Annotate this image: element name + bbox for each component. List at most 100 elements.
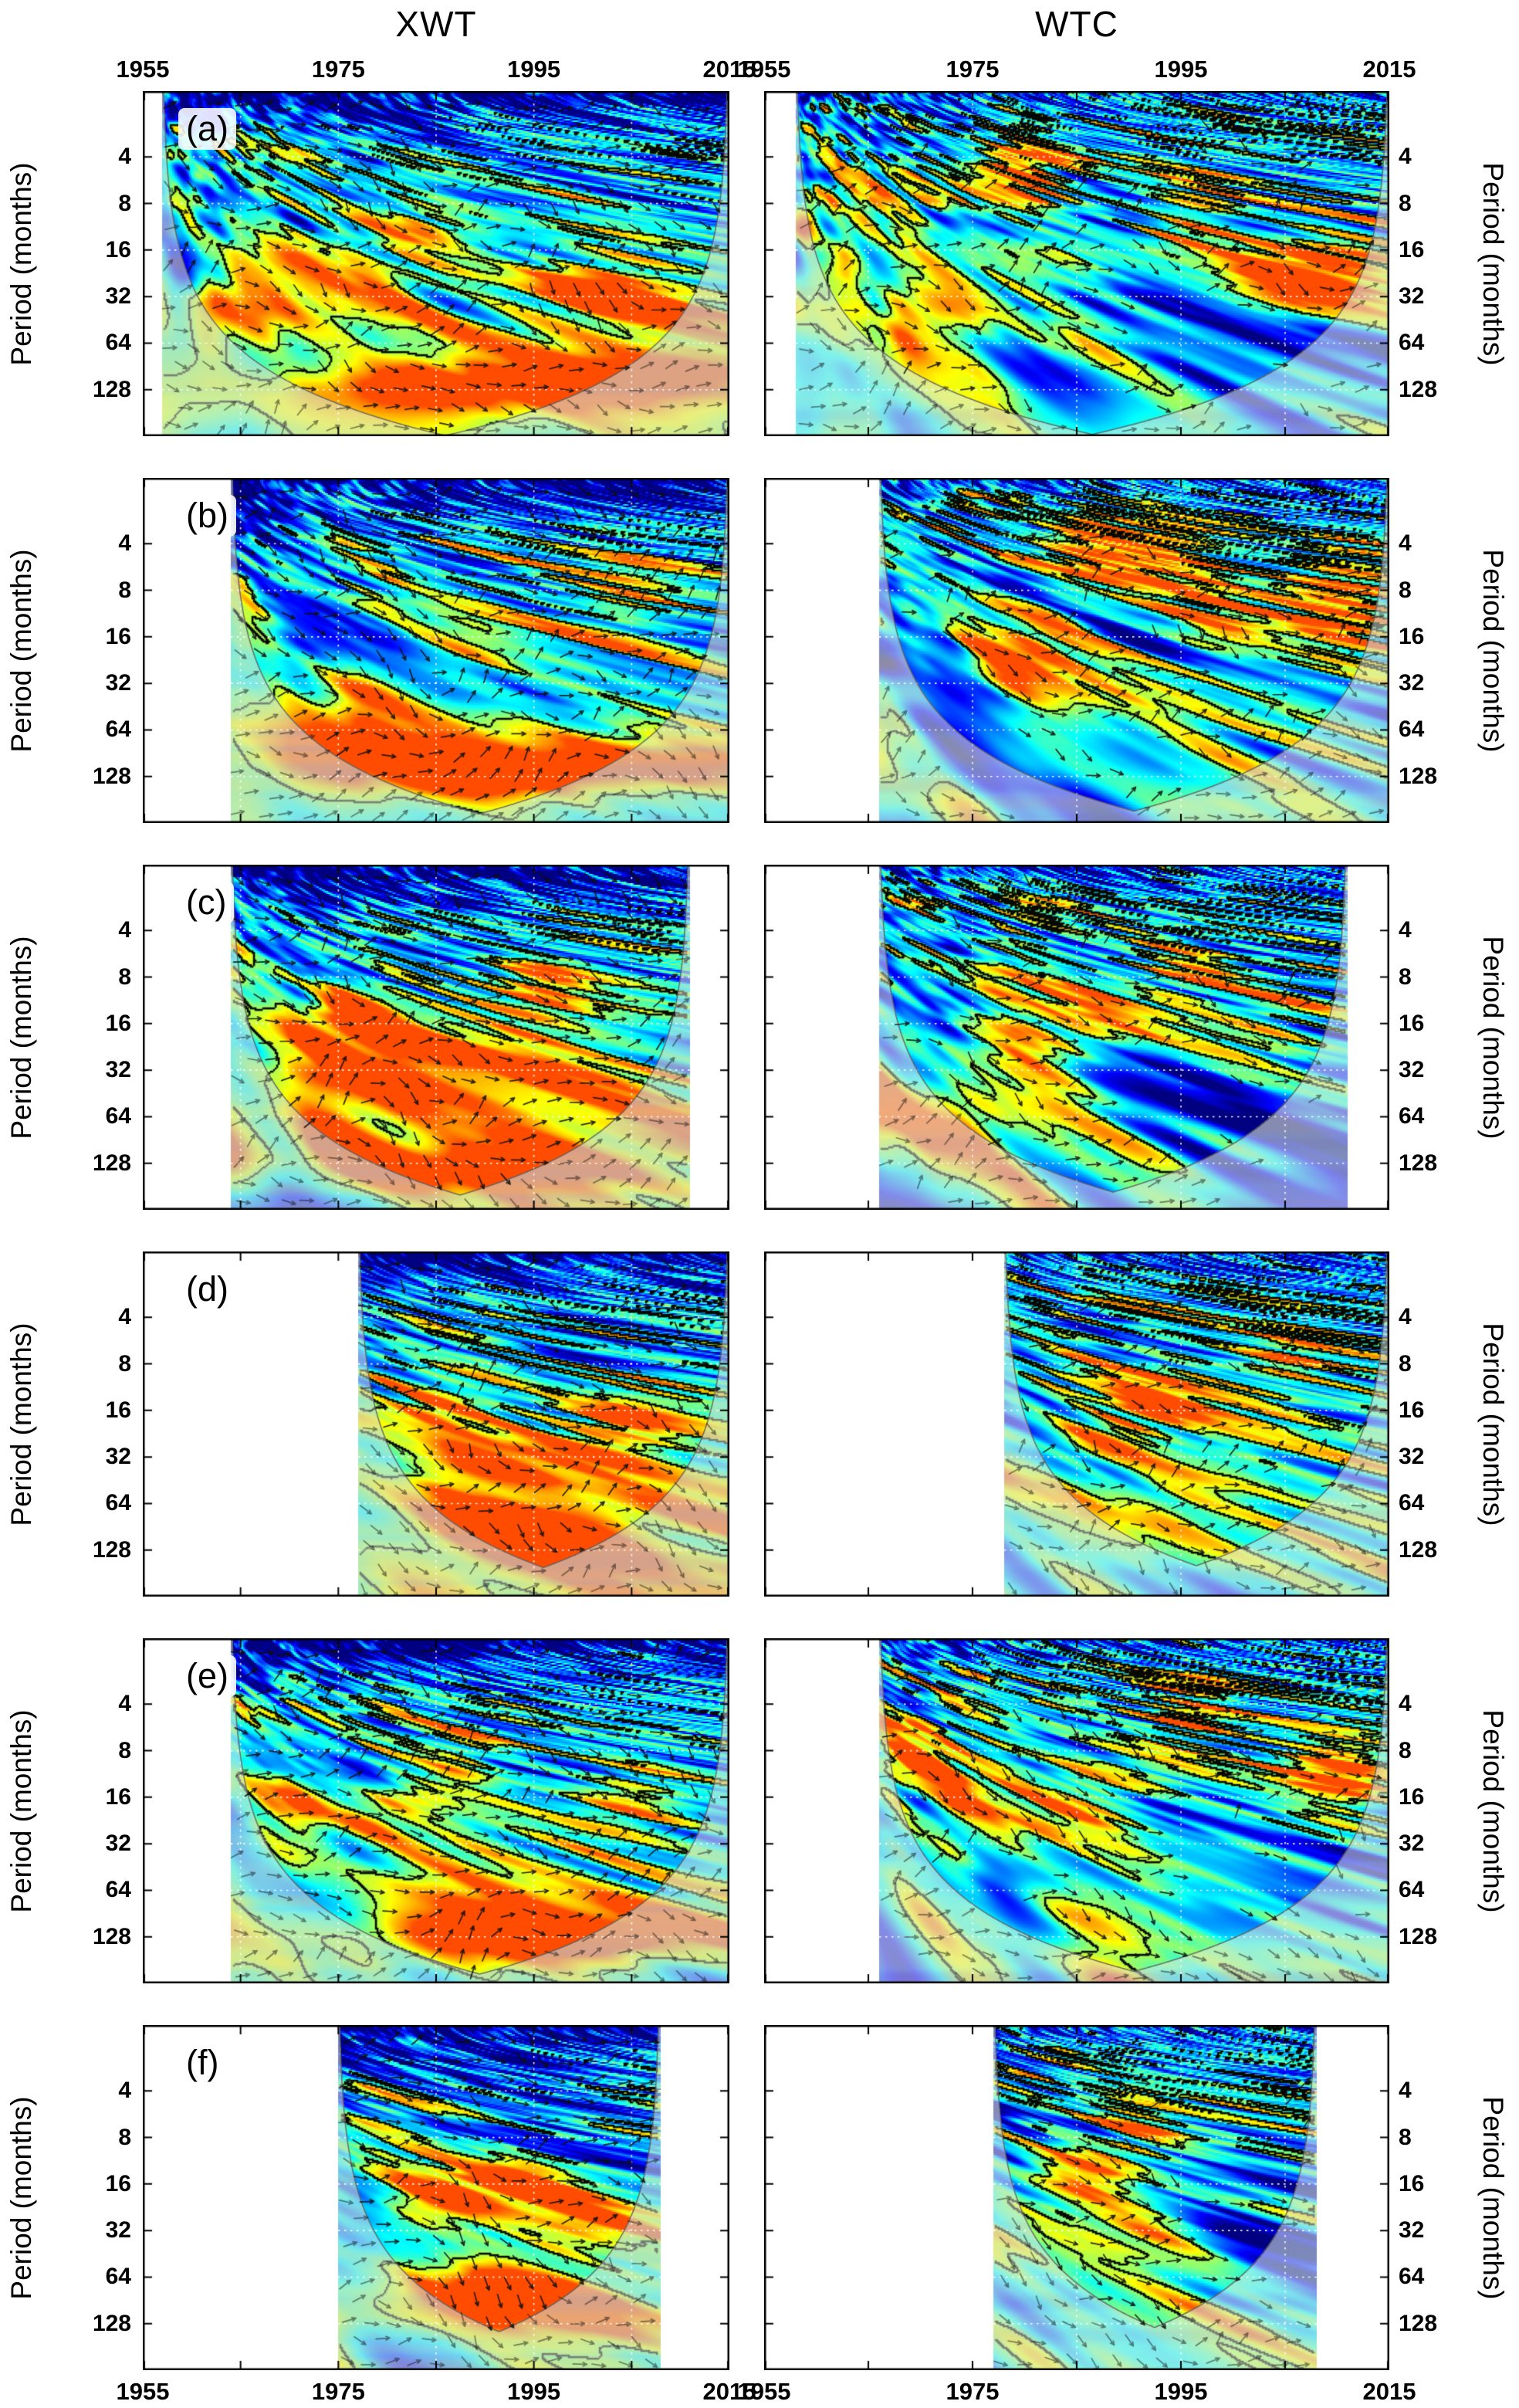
top-x-tick-label-wtc-1975: 1975 (946, 56, 1000, 83)
y-tick-label-right-e-16: 16 (1399, 1783, 1425, 1810)
bottom-x-tick-label-wtc-1995: 1995 (1154, 2378, 1208, 2405)
top-x-tick-label-wtc-1955: 1955 (737, 56, 791, 83)
y-tick-label-left-e-4: 4 (118, 1691, 131, 1717)
y-tick-label-right-c-32: 32 (1399, 1057, 1425, 1083)
y-tick-label-left-f-8: 8 (118, 2124, 131, 2150)
y-tick-label-left-e-32: 32 (105, 1831, 131, 1857)
y-tick-label-left-a-4: 4 (118, 144, 131, 170)
top-x-tick-label-xwt-1955: 1955 (116, 56, 170, 83)
panel-wtc-b (764, 478, 1389, 823)
bottom-x-tick-label-xwt-2015: 2015 (702, 2378, 756, 2405)
panel-row-b: Period (months) Period (months) 4 4 8 8 16 16 32… (0, 478, 1519, 823)
y-tick-label-left-c-64: 64 (105, 1103, 131, 1129)
panel-label-f: (f) (178, 2042, 227, 2084)
y-tick-label-left-c-128: 128 (92, 1150, 131, 1176)
panel-row-e: Period (months) Period (months) 4 4 8 8 16 16 32… (0, 1638, 1519, 1983)
panel-row-c: Period (months) Period (months) 4 4 8 8 16 16 32… (0, 865, 1519, 1210)
y-tick-label-right-e-8: 8 (1399, 1737, 1412, 1763)
panel-grid: Period (months) Period (months) 4 4 8 8 16 16 32… (0, 91, 1519, 2370)
y-tick-label-left-b-64: 64 (105, 716, 131, 743)
y-tick-label-right-c-8: 8 (1399, 964, 1412, 990)
xwt-spectrogram-canvas-d (143, 1251, 729, 1597)
y-tick-label-left-d-8: 8 (118, 1350, 131, 1377)
y-tick-label-left-e-64: 64 (105, 1877, 131, 1903)
y-tick-label-left-a-32: 32 (105, 283, 131, 310)
panel-wtc-e (764, 1638, 1389, 1983)
y-tick-label-right-e-64: 64 (1399, 1877, 1425, 1903)
bottom-x-tick-label-wtc-2015: 2015 (1362, 2378, 1416, 2405)
y-tick-label-right-f-16: 16 (1399, 2170, 1425, 2196)
y-tick-label-left-d-4: 4 (118, 1304, 131, 1330)
top-x-axis: 1955 1975 1995 2015 1955 1975 1995 2015 (0, 45, 1519, 91)
y-tick-label-right-a-4: 4 (1399, 144, 1412, 170)
y-tick-label-left-c-4: 4 (118, 917, 131, 943)
y-tick-label-left-c-16: 16 (105, 1010, 131, 1036)
y-tick-label-left-f-128: 128 (92, 2310, 131, 2336)
column-title-xwt: XWT (395, 4, 477, 44)
wtc-spectrogram-canvas-d (764, 1251, 1389, 1597)
panel-wtc-f (764, 2025, 1389, 2370)
y-tick-label-right-b-32: 32 (1399, 670, 1425, 696)
xwt-spectrogram-canvas-e (143, 1638, 729, 1983)
y-tick-label-left-c-32: 32 (105, 1057, 131, 1083)
y-tick-label-right-f-64: 64 (1399, 2264, 1425, 2290)
y-tick-label-right-b-128: 128 (1399, 763, 1438, 789)
y-tick-label-right-d-128: 128 (1399, 1536, 1438, 1563)
y-tick-label-left-c-8: 8 (118, 964, 131, 990)
panel-row-f: Period (months) Period (months) 4 4 8 8 16 16 32… (0, 2025, 1519, 2370)
bottom-x-tick-label-xwt-1995: 1995 (507, 2378, 561, 2405)
xwt-spectrogram-canvas-f (143, 2025, 729, 2370)
y-tick-label-right-a-8: 8 (1399, 190, 1412, 216)
wtc-spectrogram-canvas-c (764, 865, 1389, 1210)
y-tick-label-left-d-64: 64 (105, 1490, 131, 1516)
panel-label-b: (b) (178, 495, 236, 537)
bottom-x-tick-label-xwt-1955: 1955 (116, 2378, 170, 2405)
y-tick-label-right-b-64: 64 (1399, 716, 1425, 743)
y-tick-label-left-e-16: 16 (105, 1783, 131, 1810)
wtc-spectrogram-canvas-b (764, 478, 1389, 823)
y-tick-label-left-f-4: 4 (118, 2078, 131, 2104)
y-tick-label-left-d-32: 32 (105, 1444, 131, 1470)
y-tick-label-left-a-16: 16 (105, 236, 131, 262)
bottom-x-axis: 1955 1975 1995 2015 1955 1975 1995 2015 (0, 2370, 1519, 2408)
y-tick-label-right-d-64: 64 (1399, 1490, 1425, 1516)
top-x-tick-label-wtc-1995: 1995 (1154, 56, 1208, 83)
y-tick-label-right-f-8: 8 (1399, 2124, 1412, 2150)
y-tick-label-left-f-32: 32 (105, 2217, 131, 2244)
bottom-x-tick-label-wtc-1975: 1975 (946, 2378, 1000, 2405)
xwt-spectrogram-canvas-a (143, 91, 729, 436)
y-tick-label-right-e-128: 128 (1399, 1923, 1438, 1949)
y-tick-label-right-b-8: 8 (1399, 577, 1412, 603)
panel-wtc-d (764, 1251, 1389, 1597)
y-tick-label-right-a-128: 128 (1399, 376, 1438, 402)
y-tick-label-left-e-128: 128 (92, 1923, 131, 1949)
y-tick-label-left-b-32: 32 (105, 670, 131, 696)
panel-xwt-a: (a) (143, 91, 729, 436)
top-x-tick-label-xwt-1975: 1975 (311, 56, 365, 83)
y-tick-label-left-a-64: 64 (105, 330, 131, 356)
y-tick-label-right-f-128: 128 (1399, 2310, 1438, 2336)
y-tick-label-right-a-32: 32 (1399, 283, 1425, 310)
y-tick-label-right-e-4: 4 (1399, 1691, 1412, 1717)
y-tick-label-right-a-16: 16 (1399, 236, 1425, 262)
panel-label-d: (d) (178, 1268, 236, 1310)
y-tick-label-left-f-16: 16 (105, 2170, 131, 2196)
y-tick-label-right-b-16: 16 (1399, 623, 1425, 649)
y-tick-label-left-d-16: 16 (105, 1397, 131, 1423)
figure-header: XWT WTC (0, 0, 1519, 45)
y-tick-label-right-c-64: 64 (1399, 1103, 1425, 1129)
wtc-spectrogram-canvas-a (764, 91, 1389, 436)
top-x-tick-label-xwt-2015: 2015 (702, 56, 756, 83)
y-tick-label-left-b-4: 4 (118, 530, 131, 557)
panel-row-d: Period (months) Period (months) 4 4 8 8 16 16 32… (0, 1251, 1519, 1597)
wtc-spectrogram-canvas-e (764, 1638, 1389, 1983)
panel-label-a: (a) (178, 108, 236, 150)
y-tick-label-left-d-128: 128 (92, 1536, 131, 1563)
y-tick-label-right-d-16: 16 (1399, 1397, 1425, 1423)
panel-label-c: (c) (178, 882, 235, 923)
y-tick-label-left-f-64: 64 (105, 2264, 131, 2290)
y-tick-label-left-a-8: 8 (118, 190, 131, 216)
y-tick-label-left-e-8: 8 (118, 1737, 131, 1763)
panel-xwt-c: (c) (143, 865, 729, 1210)
panel-xwt-f: (f) (143, 2025, 729, 2370)
